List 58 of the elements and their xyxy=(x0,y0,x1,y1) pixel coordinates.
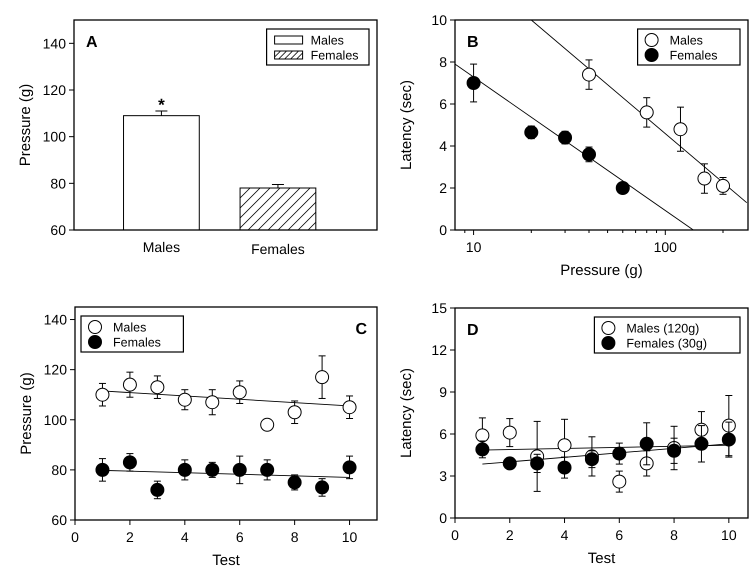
y-axis-title: Pressure (g) xyxy=(18,372,35,455)
annotation: A xyxy=(86,34,98,51)
x-axis-title: Test xyxy=(588,550,616,567)
legend-label: Females xyxy=(310,48,359,62)
y-axis-title: Pressure (g) xyxy=(17,84,34,166)
y-tick-label: 0 xyxy=(439,222,448,238)
x-axis-title: Test xyxy=(212,552,241,569)
y-tick-label: 8 xyxy=(439,54,448,70)
y-tick-label: 9 xyxy=(439,384,448,400)
legend-label: Males xyxy=(310,34,344,48)
y-axis-title: Latency (sec) xyxy=(398,368,415,458)
x-tick-label: Males xyxy=(142,239,180,255)
y-tick-label: 120 xyxy=(44,362,68,378)
y-tick-label: 3 xyxy=(439,468,448,484)
x-tick-label: 8 xyxy=(670,527,678,543)
y-tick-label: 0 xyxy=(439,510,448,526)
y-tick-label: 4 xyxy=(439,138,448,154)
x-tick-label: 4 xyxy=(560,527,569,543)
x-tick-label: 4 xyxy=(180,529,189,545)
x-axis-title: Pressure (g) xyxy=(560,262,643,279)
annotation: B xyxy=(467,34,479,51)
x-tick-label: 2 xyxy=(126,529,134,545)
x-tick-label: 2 xyxy=(506,527,514,543)
legend-label: Males (120g) xyxy=(626,322,700,336)
y-tick-label: 80 xyxy=(50,175,66,192)
x-tick-label: Females xyxy=(251,241,305,257)
legend-label: Males xyxy=(113,320,146,334)
y-tick-label: 10 xyxy=(431,12,448,28)
x-tick-label: 6 xyxy=(615,527,624,543)
x-tick-label: 10 xyxy=(342,529,358,545)
annotation: * xyxy=(158,96,166,115)
y-tick-label: 120 xyxy=(42,82,66,98)
annotation: D xyxy=(467,322,479,339)
y-tick-label: 6 xyxy=(439,426,448,442)
y-tick-label: 6 xyxy=(439,96,448,112)
y-tick-label: 15 xyxy=(431,300,448,316)
x-tick-label: 10 xyxy=(466,239,482,255)
y-tick-label: 2 xyxy=(439,180,448,196)
x-tick-label: 10 xyxy=(721,527,737,543)
y-tick-label: 12 xyxy=(431,342,448,358)
x-tick-label: 6 xyxy=(236,529,244,545)
legend-label: Females xyxy=(113,336,161,350)
y-tick-label: 80 xyxy=(51,462,68,478)
y-tick-label: 100 xyxy=(44,412,68,428)
legend-label: Males xyxy=(670,34,703,48)
y-tick-label: 100 xyxy=(42,128,66,145)
y-tick-label: 60 xyxy=(51,512,68,528)
annotation: C xyxy=(355,321,368,338)
y-tick-label: 140 xyxy=(44,312,68,328)
y-tick-label: 60 xyxy=(50,222,66,238)
x-tick-label: 100 xyxy=(654,239,678,255)
y-axis-title: Latency (sec) xyxy=(398,80,415,170)
legend-label: Females xyxy=(670,48,718,62)
x-tick-label: 0 xyxy=(71,529,80,545)
x-tick-label: 8 xyxy=(290,529,299,545)
legend-label: Females (30g) xyxy=(626,336,707,350)
y-tick-label: 140 xyxy=(42,35,66,52)
x-tick-label: 0 xyxy=(451,527,460,543)
